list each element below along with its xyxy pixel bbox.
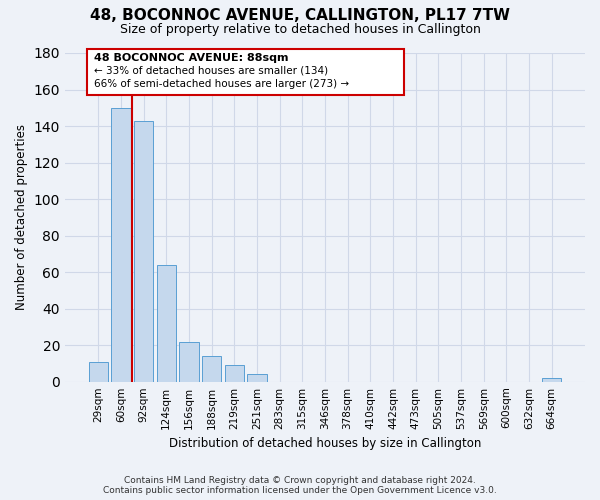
Bar [224,365,244,382]
Bar [111,108,131,382]
Text: ← 33% of detached houses are smaller (134): ← 33% of detached houses are smaller (13… [94,66,328,76]
Y-axis label: Number of detached properties: Number of detached properties [15,124,28,310]
Text: 48, BOCONNOC AVENUE, CALLINGTON, PL17 7TW: 48, BOCONNOC AVENUE, CALLINGTON, PL17 7T… [90,8,510,22]
Bar [89,362,108,382]
Text: 48 BOCONNOC AVENUE: 88sqm: 48 BOCONNOC AVENUE: 88sqm [94,53,288,63]
Text: 66% of semi-detached houses are larger (273) →: 66% of semi-detached houses are larger (… [94,78,349,88]
X-axis label: Distribution of detached houses by size in Callington: Distribution of detached houses by size … [169,437,481,450]
Bar [247,374,266,382]
FancyBboxPatch shape [87,50,404,95]
Bar [134,120,153,382]
Bar [542,378,562,382]
Bar [179,342,199,382]
Text: Size of property relative to detached houses in Callington: Size of property relative to detached ho… [119,22,481,36]
Bar [202,356,221,382]
Text: Contains HM Land Registry data © Crown copyright and database right 2024.
Contai: Contains HM Land Registry data © Crown c… [103,476,497,495]
Bar [157,265,176,382]
